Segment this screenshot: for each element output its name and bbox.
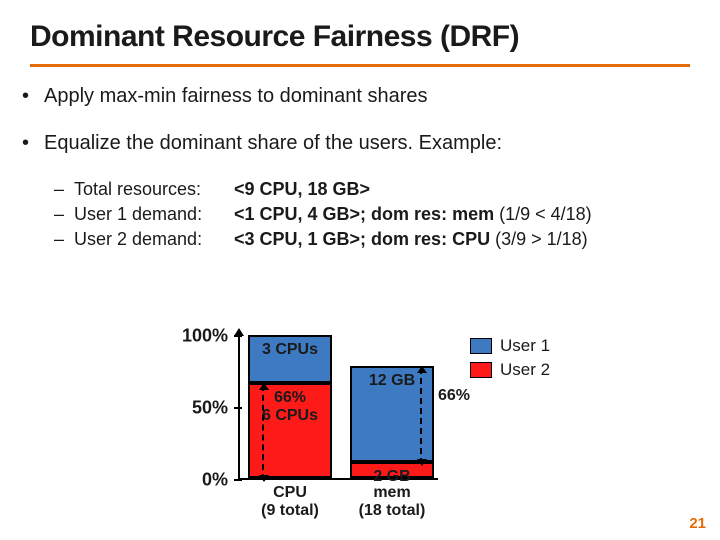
ytick (234, 479, 242, 481)
sub-item-value: <9 CPU, 18 GB> (234, 179, 370, 199)
bar-segment-user2: 66%6 CPUs (248, 383, 332, 478)
share-arrow (420, 368, 422, 464)
bar-segment-user1: 3 CPUs (248, 335, 332, 383)
title-rule (30, 64, 690, 67)
legend-label: User 1 (500, 336, 550, 356)
segment-label: 3 CPUs (250, 341, 330, 359)
sub-item-label: Total resources: (74, 179, 234, 200)
legend-swatch (470, 362, 492, 378)
sub-item-extra: (1/9 < 4/18) (494, 204, 592, 224)
slide: Dominant Resource Fairness (DRF) Apply m… (0, 0, 720, 540)
share-arrow (262, 385, 264, 480)
sub-item-extra: (3/9 > 1/18) (490, 229, 588, 249)
sub-item-value: <1 CPU, 4 GB>; dom res: mem (234, 204, 494, 224)
category-sublabel: (18 total) (347, 502, 437, 520)
sub-item-1: Total resources:<9 CPU, 18 GB> (30, 179, 690, 200)
legend-label: User 2 (500, 360, 550, 380)
bullet-2: Equalize the dominant share of the users… (30, 132, 690, 155)
ytick-label: 50% (192, 398, 228, 419)
legend: User 1 User 2 (470, 336, 550, 384)
ytick (234, 335, 242, 337)
legend-item: User 2 (470, 360, 550, 380)
sub-item-3: User 2 demand:<3 CPU, 1 GB>; dom res: CP… (30, 229, 690, 250)
bullet-1: Apply max-min fairness to dominant share… (30, 85, 690, 108)
sub-item-label: User 2 demand: (74, 229, 234, 250)
chart: 0%50%100%66%6 CPUs3 CPUs66%CPU(9 total)2… (190, 330, 650, 510)
ytick (234, 407, 242, 409)
sub-list: Total resources:<9 CPU, 18 GB>User 1 dem… (30, 179, 690, 250)
ytick-label: 100% (182, 326, 228, 347)
category-label: CPU (245, 484, 335, 502)
category-sublabel: (9 total) (245, 502, 335, 520)
category: CPU(9 total) (245, 484, 335, 521)
page-number: 21 (689, 515, 706, 532)
legend-item: User 1 (470, 336, 550, 356)
legend-swatch (470, 338, 492, 354)
sub-item-value: <3 CPU, 1 GB>; dom res: CPU (234, 229, 490, 249)
pct-label: 66% (438, 387, 470, 405)
sub-item-label: User 1 demand: (74, 204, 234, 225)
chart-plot: 0%50%100%66%6 CPUs3 CPUs66%CPU(9 total)2… (238, 336, 438, 480)
slide-title: Dominant Resource Fairness (DRF) (30, 20, 690, 54)
category: mem(18 total) (347, 484, 437, 521)
sub-item-2: User 1 demand:<1 CPU, 4 GB>; dom res: me… (30, 204, 690, 225)
category-label: mem (347, 484, 437, 502)
ytick-label: 0% (202, 470, 228, 491)
